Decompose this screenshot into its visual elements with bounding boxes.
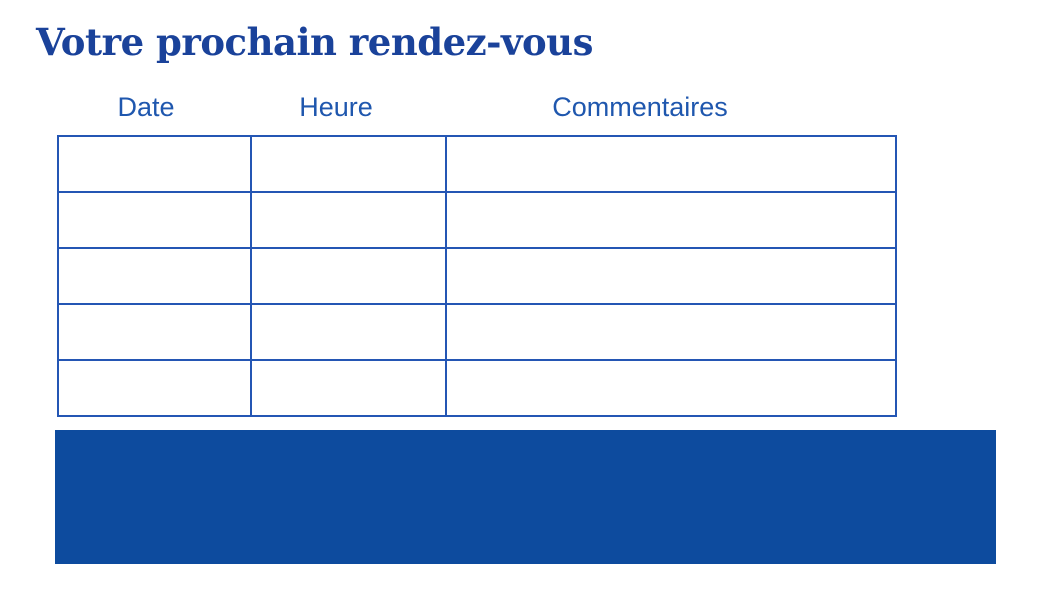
table-cell[interactable] <box>445 191 897 249</box>
table-cell[interactable] <box>445 359 897 417</box>
page-title: Votre prochain rendez-vous <box>36 20 593 64</box>
table-row <box>57 247 897 305</box>
column-header-date: Date <box>117 92 175 122</box>
table-cell[interactable] <box>250 191 447 249</box>
table-cell[interactable] <box>445 135 897 193</box>
table-cell[interactable] <box>445 247 897 305</box>
table-cell[interactable] <box>250 247 447 305</box>
banner-rectangle <box>55 430 996 564</box>
table-cell[interactable] <box>250 303 447 361</box>
table-cell[interactable] <box>250 135 447 193</box>
table-cell[interactable] <box>445 303 897 361</box>
table-row <box>57 303 897 361</box>
appointments-table-body <box>57 135 897 417</box>
column-header-commentaires: Commentaires <box>552 92 728 122</box>
table-cell[interactable] <box>57 359 252 417</box>
column-header-heure: Heure <box>299 92 373 122</box>
table-cell[interactable] <box>57 247 252 305</box>
table-cell[interactable] <box>57 191 252 249</box>
table-row <box>57 359 897 417</box>
table-row <box>57 191 897 249</box>
table-row <box>57 135 897 193</box>
appointments-table <box>57 135 897 417</box>
table-cell[interactable] <box>57 303 252 361</box>
table-cell[interactable] <box>57 135 252 193</box>
table-cell[interactable] <box>250 359 447 417</box>
